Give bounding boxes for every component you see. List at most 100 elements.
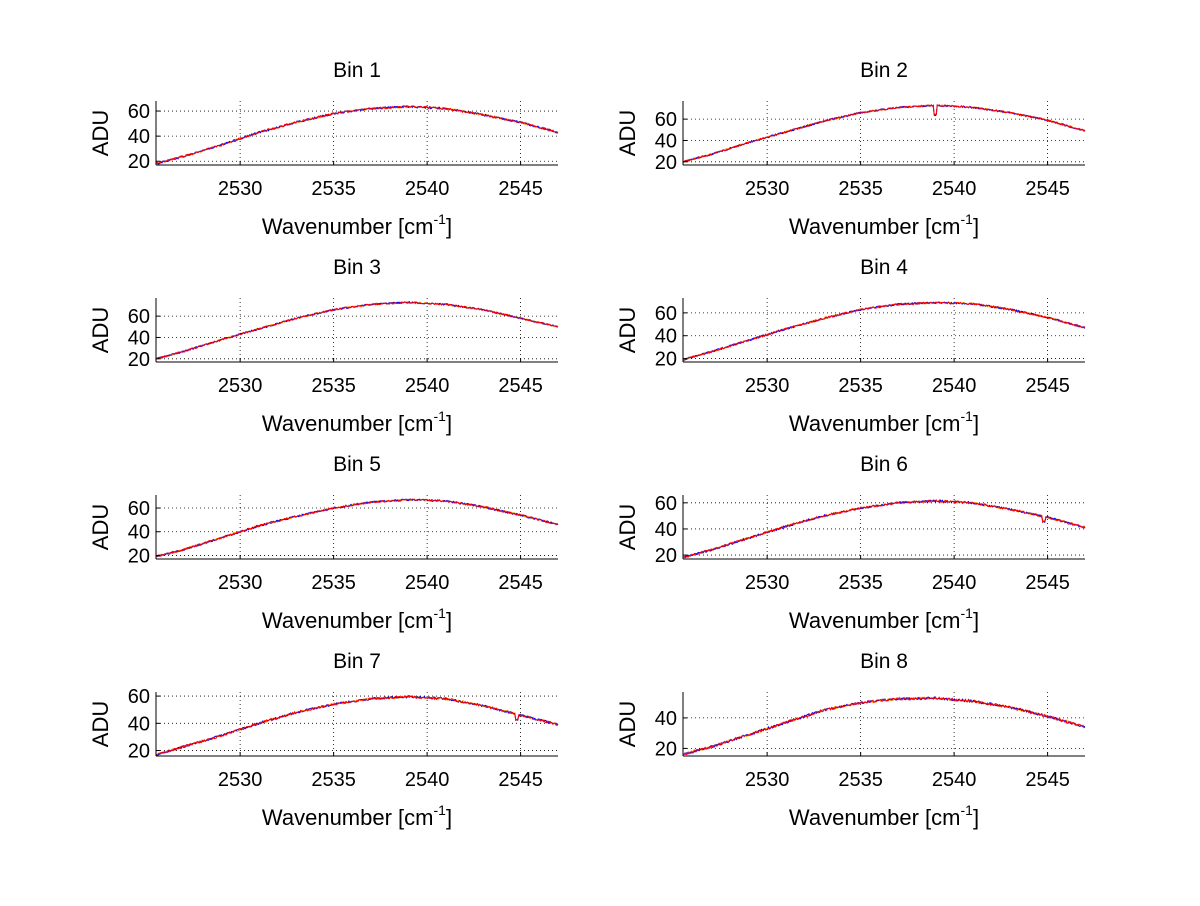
panel-4-xtick-label: 2530	[745, 375, 790, 397]
panel-1-series-line-1	[155, 105, 559, 164]
panel-3-xlabel: Wavenumber [cm-1]	[262, 408, 452, 436]
panel-5-xtick-label: 2540	[405, 572, 450, 594]
panel-3-series-line-1	[155, 301, 559, 360]
panel-3-title: Bin 3	[333, 256, 381, 279]
panel-4-ytick-label: 60	[655, 303, 677, 325]
panel-1-ytick-label: 60	[128, 101, 150, 123]
panel-4-series-line-2	[682, 301, 1086, 361]
panel-8-ylabel: ADU	[615, 701, 640, 747]
panel-2-xtick-label: 2535	[838, 178, 883, 200]
panel-5-xlabel: Wavenumber [cm-1]	[262, 605, 452, 633]
panel-5-ytick-label: 60	[128, 498, 150, 520]
panel-7-xlabel: Wavenumber [cm-1]	[262, 802, 452, 830]
panel-7-ytick-label: 40	[128, 713, 150, 735]
panel-2-series-line-1	[682, 103, 1086, 163]
panel-1-xtick-label: 2530	[218, 178, 263, 200]
panel-3-xtick-label: 2540	[405, 375, 450, 397]
panel-7: 2530 2535 2540 2545 20 40 60 Bin 7 ADU Wavenumber…	[88, 650, 559, 830]
panel-3-ytick-label: 40	[128, 327, 150, 349]
panel-7-xtick-label: 2545	[498, 769, 543, 791]
panel-7-title: Bin 7	[333, 650, 381, 673]
panel-3-series-line-2	[155, 300, 559, 360]
panel-5-series-line-2	[155, 498, 559, 558]
panel-5-series-line-3	[155, 498, 559, 558]
panel-5-title: Bin 5	[333, 453, 381, 476]
panel-2-series-line-2	[682, 104, 1086, 163]
panel-8-series-line-2	[682, 696, 1086, 755]
panel-1-xlabel: Wavenumber [cm-1]	[262, 211, 452, 239]
panel-6-series-line-3	[682, 499, 1086, 559]
panel-5-ytick-label: 40	[128, 522, 150, 544]
panel-1-series-line-3	[155, 105, 559, 164]
panel-7-ytick-label: 20	[128, 741, 150, 763]
panel-3-xtick-label: 2535	[311, 375, 356, 397]
panel-8-series-line-3	[682, 696, 1086, 756]
panel-2-xtick-label: 2530	[745, 178, 790, 200]
panel-8-xtick-label: 2535	[838, 769, 883, 791]
panel-2-xtick-label: 2540	[932, 178, 977, 200]
panel-6-xtick-label: 2535	[838, 572, 883, 594]
panel-8-xlabel: Wavenumber [cm-1]	[789, 802, 979, 830]
panel-4-xtick-label: 2540	[932, 375, 977, 397]
panel-7-series-line-3	[155, 695, 559, 756]
panel-5-xtick-label: 2545	[498, 572, 543, 594]
panel-4-ylabel: ADU	[615, 307, 640, 353]
panel-6-xtick-label: 2545	[1025, 572, 1070, 594]
panel-2-ytick-label: 40	[655, 130, 677, 152]
panel-2-xlabel: Wavenumber [cm-1]	[789, 211, 979, 239]
panel-2-series-line-3	[682, 104, 1086, 163]
panel-1: 2530 2535 2540 2545 20 40 60 Bin 1 ADU Wavenumber…	[88, 59, 559, 239]
panel-8-xtick-label: 2540	[932, 769, 977, 791]
panel-8-ytick-label: 20	[655, 738, 677, 760]
panel-5-ylabel: ADU	[88, 504, 113, 550]
panel-1-ytick-label: 40	[128, 126, 150, 148]
panel-6-ytick-label: 60	[655, 493, 677, 515]
panel-4-xtick-label: 2535	[838, 375, 883, 397]
panel-5-ytick-label: 20	[128, 545, 150, 567]
panel-7-series-line-1	[155, 695, 559, 756]
panel-6-ytick-label: 40	[655, 519, 677, 541]
panel-7-ylabel: ADU	[88, 701, 113, 747]
panel-3-xtick-label: 2530	[218, 375, 263, 397]
panel-6: 2530 2535 2540 2545 20 40 60 Bin 6 ADU Wavenumber…	[615, 453, 1086, 633]
panel-8-title: Bin 8	[860, 650, 908, 673]
panel-1-title: Bin 1	[333, 59, 381, 82]
panel-7-ytick-label: 60	[128, 686, 150, 708]
panel-4-series-line-3	[682, 301, 1086, 361]
panel-6-xtick-label: 2530	[745, 572, 790, 594]
panel-8-xtick-label: 2530	[745, 769, 790, 791]
panel-4-title: Bin 4	[860, 256, 908, 279]
panel-1-xtick-label: 2535	[311, 178, 356, 200]
panel-6-ytick-label: 20	[655, 545, 677, 567]
panel-1-xtick-label: 2540	[405, 178, 450, 200]
panel-2-ytick-label: 60	[655, 109, 677, 131]
panel-3-ytick-label: 60	[128, 306, 150, 328]
panel-2-ytick-label: 20	[655, 152, 677, 174]
panel-8: 2530 2535 2540 2545 20 40 Bin 8 ADU Wavenumber […	[615, 650, 1086, 830]
panel-3-ytick-label: 20	[128, 349, 150, 371]
panel-7-xtick-label: 2535	[311, 769, 356, 791]
panel-3-xtick-label: 2545	[498, 375, 543, 397]
panel-1-ytick-label: 20	[128, 151, 150, 173]
panel-4-ytick-label: 20	[655, 349, 677, 371]
panel-6-xtick-label: 2540	[932, 572, 977, 594]
panel-2-ylabel: ADU	[615, 110, 640, 156]
panel-4-xlabel: Wavenumber [cm-1]	[789, 408, 979, 436]
panel-6-ylabel: ADU	[615, 504, 640, 550]
panel-6-title: Bin 6	[860, 453, 908, 476]
panel-8-ytick-label: 40	[655, 708, 677, 730]
panel-3-ylabel: ADU	[88, 307, 113, 353]
panel-1-ylabel: ADU	[88, 110, 113, 156]
panel-3-series-line-3	[155, 301, 559, 360]
panel-2-title: Bin 2	[860, 59, 908, 82]
panel-5-xtick-label: 2530	[218, 572, 263, 594]
panel-8-xtick-label: 2545	[1025, 769, 1070, 791]
panel-4-series-line-1	[682, 301, 1086, 361]
panel-7-xtick-label: 2540	[405, 769, 450, 791]
